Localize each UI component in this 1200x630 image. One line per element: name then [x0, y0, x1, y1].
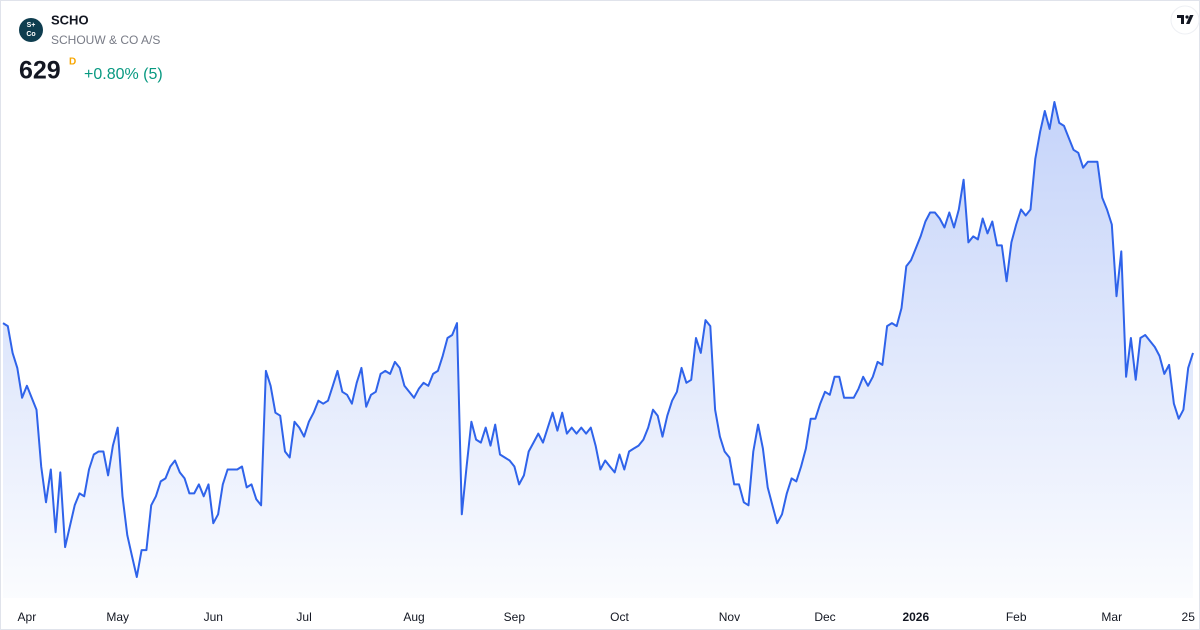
x-tick-label: Oct — [610, 610, 629, 624]
x-tick-label: Jun — [204, 610, 223, 624]
last-price: 629 — [19, 57, 61, 85]
x-tick-label: Mar — [1101, 610, 1122, 624]
x-tick-label: Jul — [296, 610, 311, 624]
interval: D — [69, 57, 76, 68]
logo — [19, 18, 43, 42]
x-tick-label: Aug — [403, 610, 424, 624]
x-tick-label: Feb — [1006, 610, 1027, 624]
logo-text: S+ — [27, 22, 36, 29]
x-tick-label: 2026 — [902, 610, 929, 624]
area-fill — [3, 102, 1193, 598]
x-tick-label: Sep — [504, 610, 526, 624]
x-tick-label: Dec — [814, 610, 835, 624]
x-tick-label: Apr — [18, 610, 37, 624]
logo-text: Co — [26, 31, 35, 38]
company-name: SCHOUW & CO A/S — [51, 33, 160, 47]
symbol: SCHO — [51, 12, 89, 27]
price-change: +0.80% (5) — [84, 66, 163, 83]
x-tick-label: Nov — [719, 610, 740, 624]
price-line — [2, 101, 1194, 578]
brand-logo[interactable] — [1170, 5, 1200, 35]
x-tick-label: 25 — [1182, 610, 1196, 624]
x-tick-label: May — [106, 610, 129, 624]
plot-area — [2, 101, 1194, 598]
